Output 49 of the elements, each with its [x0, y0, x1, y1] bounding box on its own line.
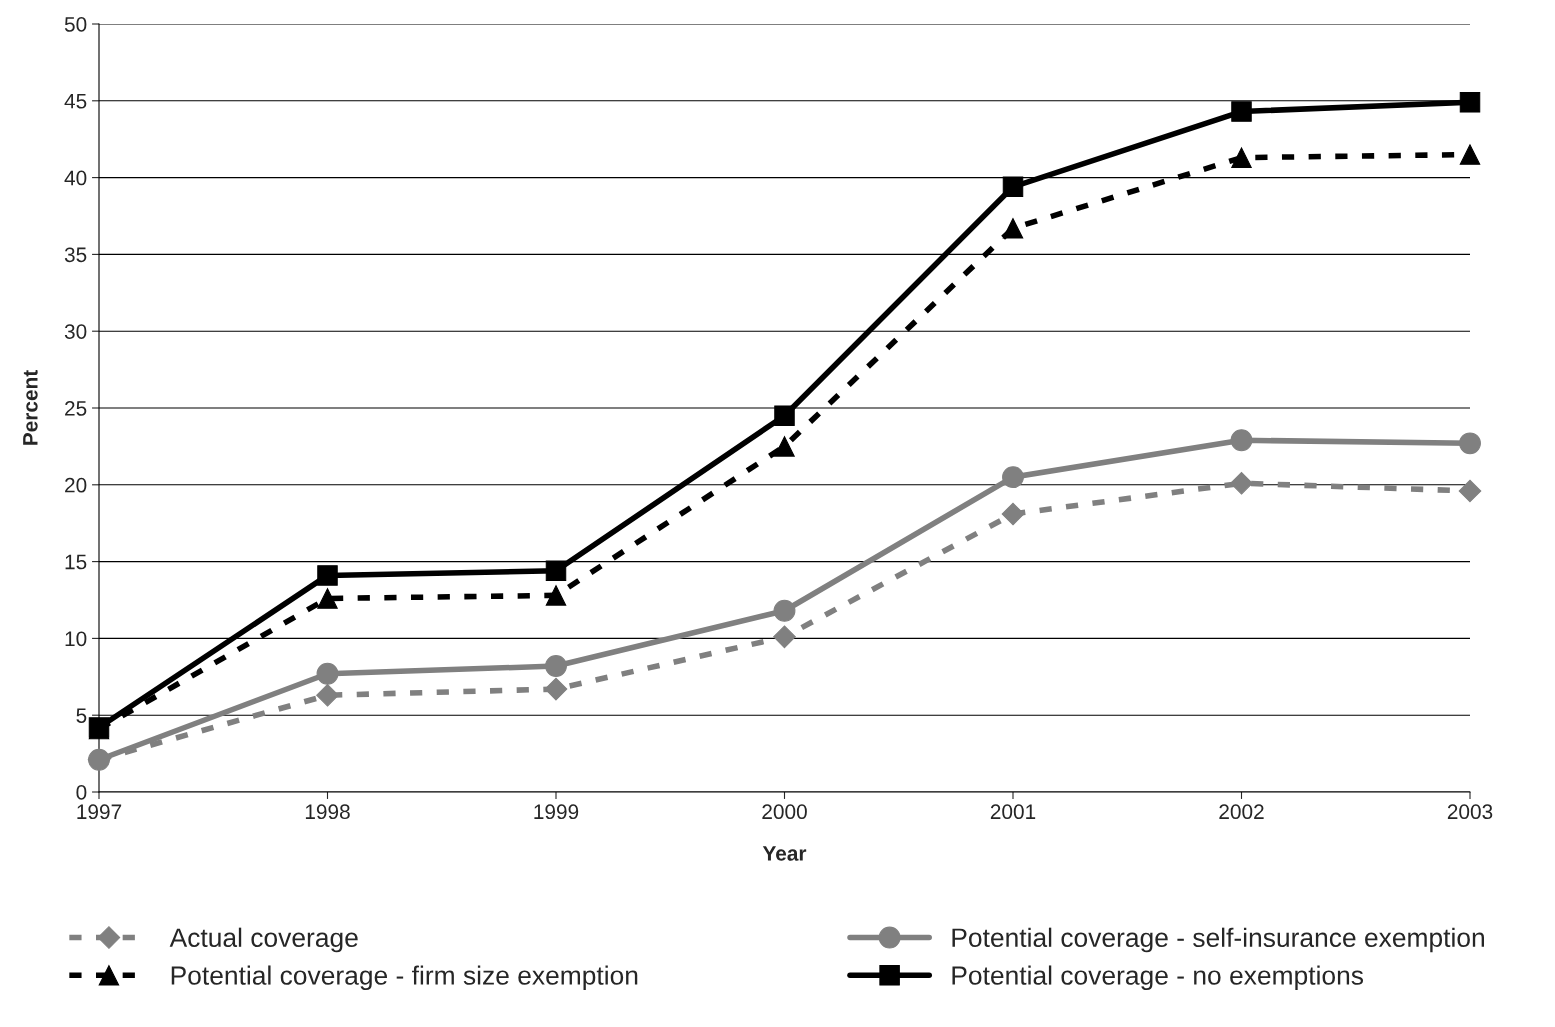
x-tick-label: 2001 — [990, 804, 1036, 820]
y-tick-label: 50 — [64, 17, 87, 32]
point — [316, 683, 339, 707]
y-tick-label: 35 — [64, 247, 87, 263]
point — [774, 436, 795, 457]
point — [317, 565, 338, 586]
point — [88, 748, 110, 771]
point — [774, 405, 795, 426]
point — [545, 655, 567, 677]
point — [1459, 92, 1481, 113]
point — [1230, 429, 1253, 452]
point — [1230, 471, 1253, 495]
x-axis-title: Year — [762, 846, 807, 861]
point — [1231, 101, 1252, 122]
legend-label: Potential coverage - no exemptions — [952, 965, 1364, 991]
y-tick-label: 5 — [76, 708, 87, 723]
legend-label: Potential coverage - self-insurance exemption — [952, 927, 1484, 953]
x-tick-label: 2000 — [762, 804, 807, 820]
y-tick-label: 45 — [64, 94, 87, 109]
point — [1458, 479, 1482, 503]
point — [545, 585, 567, 606]
y-tick-label: 10 — [65, 631, 87, 647]
x-tick-label: 2002 — [1219, 804, 1264, 820]
y-tick-label: 30 — [64, 324, 87, 339]
point — [773, 599, 796, 622]
point — [544, 677, 568, 701]
point — [1002, 176, 1024, 198]
y-tick-label: 25 — [65, 401, 87, 416]
point — [316, 662, 339, 685]
point — [1231, 147, 1252, 168]
x-tick-label: 2003 — [1447, 804, 1493, 820]
x-tick-label: 1999 — [534, 804, 579, 820]
y-tick-label: 15 — [65, 554, 87, 570]
point — [1002, 218, 1024, 239]
point — [317, 588, 338, 609]
point — [545, 560, 567, 582]
point — [1459, 432, 1481, 455]
point — [773, 625, 796, 649]
y-tick-label: 0 — [76, 785, 87, 800]
point — [1001, 502, 1025, 526]
y-axis-title: Percent — [23, 370, 38, 445]
legend-label: Actual coverage — [169, 927, 358, 953]
x-tick-label: 1997 — [77, 804, 122, 820]
point — [1459, 144, 1481, 165]
legend-label: Potential coverage - firm size exemption — [171, 965, 638, 991]
y-tick-label: 20 — [65, 477, 87, 493]
point — [1002, 466, 1024, 489]
y-tick-label: 40 — [64, 170, 87, 186]
x-tick-label: 1998 — [305, 804, 350, 820]
